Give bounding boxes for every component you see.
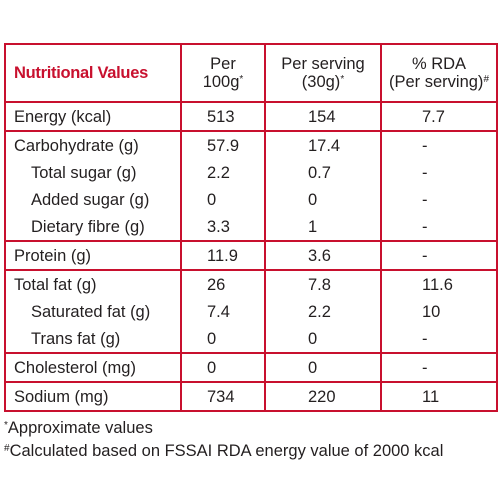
- row-per-serving: 0.7: [264, 159, 382, 186]
- header-per-100g-mark: *: [239, 74, 244, 85]
- table-row: Total fat (g) 26 7.8 11.6: [4, 270, 498, 298]
- row-per-serving: 1: [264, 213, 382, 242]
- row-per-100g: 0: [180, 353, 266, 383]
- row-rda: -: [380, 241, 498, 271]
- row-per-serving: 3.6: [264, 241, 382, 271]
- row-per-100g: 0: [180, 325, 266, 354]
- row-per-100g: 11.9: [180, 241, 266, 271]
- row-per-100g: 26: [180, 270, 266, 298]
- row-label: Energy (kcal): [4, 102, 182, 132]
- row-per-100g: 3.3: [180, 213, 266, 242]
- header-per-serving-mark: *: [340, 74, 345, 85]
- header-nutritional-values: Nutritional Values: [4, 44, 182, 103]
- footnote-calculation-text: Calculated based on FSSAI RDA energy val…: [9, 442, 444, 460]
- row-label: Protein (g): [4, 241, 182, 271]
- table-row: Cholesterol (mg) 0 0 -: [4, 353, 498, 383]
- table-row: Added sugar (g) 0 0 -: [4, 186, 498, 213]
- row-per-serving: 17.4: [264, 131, 382, 159]
- row-per-serving: 0: [264, 186, 382, 213]
- table-row: Saturated fat (g) 7.4 2.2 10: [4, 298, 498, 325]
- row-label: Carbohydrate (g): [4, 131, 182, 159]
- footnote-approximate-text: Approximate values: [7, 419, 153, 437]
- row-label: Cholesterol (mg): [4, 353, 182, 383]
- row-rda: 11: [380, 382, 498, 411]
- row-label: Trans fat (g): [4, 325, 182, 354]
- header-rda: % RDA (Per serving)#: [380, 44, 498, 103]
- row-per-serving: 2.2: [264, 298, 382, 325]
- footnote-approximate-mark: *: [4, 420, 8, 431]
- table-row: Sodium (mg) 734 220 11: [4, 382, 498, 411]
- row-rda: -: [380, 159, 498, 186]
- header-per-serving-line2: (30g): [301, 73, 341, 91]
- table-row: Protein (g) 11.9 3.6 -: [4, 241, 498, 271]
- row-per-100g: 7.4: [180, 298, 266, 325]
- table-row: Total sugar (g) 2.2 0.7 -: [4, 159, 498, 186]
- row-per-100g: 0: [180, 186, 266, 213]
- header-row: Nutritional Values Per 100g* Per serving…: [4, 44, 498, 103]
- header-rda-mark: #: [483, 74, 489, 85]
- row-per-100g: 513: [180, 102, 266, 132]
- row-per-serving: 7.8: [264, 270, 382, 298]
- row-label: Sodium (mg): [4, 382, 182, 411]
- row-label: Dietary fibre (g): [4, 213, 182, 242]
- row-per-serving: 154: [264, 102, 382, 132]
- row-label: Total sugar (g): [4, 159, 182, 186]
- row-label: Saturated fat (g): [4, 298, 182, 325]
- header-rda-line1: % RDA: [411, 55, 467, 73]
- table-row: Energy (kcal) 513 154 7.7: [4, 102, 498, 132]
- row-label: Added sugar (g): [4, 186, 182, 213]
- row-per-serving: 0: [264, 325, 382, 354]
- footnote-approximate: *Approximate values: [4, 418, 153, 438]
- table-row: Dietary fibre (g) 3.3 1 -: [4, 213, 498, 242]
- nutrition-table: Nutritional Values Per 100g* Per serving…: [4, 43, 498, 412]
- header-per-100g-line1: Per: [210, 55, 236, 73]
- header-per-100g-line2: 100g: [202, 73, 240, 91]
- footnote-calculation: #Calculated based on FSSAI RDA energy va…: [4, 441, 443, 461]
- row-rda: 10: [380, 298, 498, 325]
- row-label: Total fat (g): [4, 270, 182, 298]
- row-per-serving: 220: [264, 382, 382, 411]
- table-header: Nutritional Values Per 100g* Per serving…: [4, 44, 498, 103]
- row-per-serving: 0: [264, 353, 382, 383]
- header-per-serving-line1: Per serving: [281, 55, 365, 73]
- row-rda: -: [380, 186, 498, 213]
- table-row: Trans fat (g) 0 0 -: [4, 325, 498, 354]
- row-per-100g: 2.2: [180, 159, 266, 186]
- table-row: Carbohydrate (g) 57.9 17.4 -: [4, 131, 498, 159]
- row-per-100g: 57.9: [180, 131, 266, 159]
- row-rda: -: [380, 325, 498, 354]
- footnote-calculation-mark: #: [4, 443, 10, 454]
- row-rda: -: [380, 213, 498, 242]
- header-rda-line2: (Per serving): [388, 73, 484, 91]
- row-rda: 11.6: [380, 270, 498, 298]
- header-per-100g: Per 100g*: [180, 44, 266, 103]
- row-rda: 7.7: [380, 102, 498, 132]
- header-per-serving: Per serving (30g)*: [264, 44, 382, 103]
- table-body: Energy (kcal) 513 154 7.7 Carbohydrate (…: [4, 102, 498, 411]
- row-per-100g: 734: [180, 382, 266, 411]
- row-rda: -: [380, 353, 498, 383]
- row-rda: -: [380, 131, 498, 159]
